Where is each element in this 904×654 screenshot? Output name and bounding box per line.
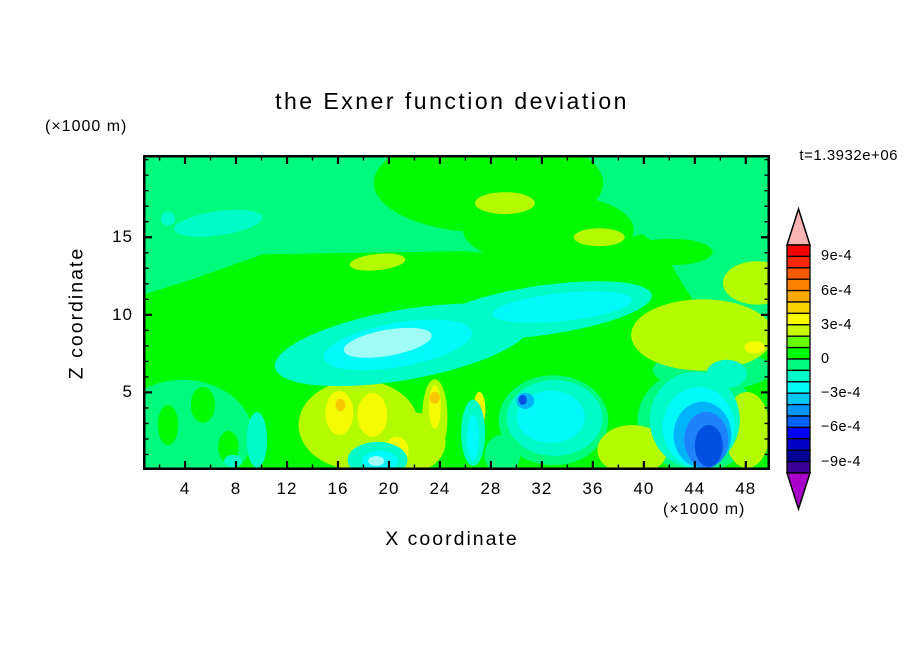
colorbar-cell <box>786 392 811 406</box>
colorbar-tick-label: 9e-4 <box>821 248 853 265</box>
colorbar-cell <box>786 267 811 280</box>
colorbar-cell <box>786 381 811 394</box>
contour-feature-aqua <box>161 211 175 226</box>
colorbar-cell <box>786 244 811 258</box>
colorbar-cell <box>786 415 811 429</box>
contour-feature-royal <box>518 394 527 405</box>
colorbar-tick-label: 3e-4 <box>821 316 853 333</box>
colorbar-cell <box>786 460 811 474</box>
x-tick-label: 36 <box>582 479 604 498</box>
colorbar-cell <box>786 278 811 292</box>
colorbar-cell <box>786 289 811 303</box>
contour-feature-green <box>190 386 215 423</box>
contour-feature-chartreuse <box>597 425 668 470</box>
colorbar-cell <box>786 358 811 372</box>
contour-feature-chartreuse <box>349 253 406 271</box>
contour-feature-chartreuse <box>631 299 770 371</box>
contour-feature-cyan <box>516 390 585 443</box>
z-tick-label: 5 <box>122 382 133 402</box>
z-tick-label: 10 <box>112 304 133 324</box>
colorbar-cell <box>786 312 811 326</box>
x-tick-label: 32 <box>531 479 553 498</box>
contour-feature-cyan <box>467 415 480 461</box>
colorbar-cell <box>786 438 811 451</box>
contour-feature-aqua <box>174 209 263 237</box>
contour-feature-aqua <box>706 359 748 388</box>
x-axis-unit-label: (×1000 m) <box>663 501 746 518</box>
contour-feature-aqua <box>246 412 268 468</box>
colorbar-tick-label: 6e-4 <box>821 282 853 299</box>
contour-feature-aqua <box>224 454 242 468</box>
x-tick-label: 20 <box>378 479 400 498</box>
colorbar-tick-label: −3e-4 <box>821 385 861 402</box>
colorbar-cell <box>786 449 811 463</box>
colorbar-cell <box>786 426 811 440</box>
x-axis-title: X coordinate <box>385 528 519 550</box>
x-tick-label: 44 <box>684 479 706 498</box>
contour-feature-green <box>628 238 713 266</box>
time-annotation: t=1.3932e+06 <box>799 147 898 164</box>
plot-frame <box>143 155 770 470</box>
colorbar <box>785 206 812 512</box>
colorbar-over-arrow <box>785 206 812 246</box>
z-tick-label: 15 <box>112 227 133 247</box>
contour-feature-yellow <box>744 341 765 354</box>
colorbar-tick-label: −9e-4 <box>821 453 861 470</box>
x-tick-label: 8 <box>230 479 242 498</box>
contour-feature-pale <box>343 327 432 358</box>
x-tick-label: 40 <box>633 479 655 498</box>
colorbar-cell <box>786 324 811 337</box>
contour-feature-yellow <box>357 392 388 437</box>
colorbar-tick-label: 0 <box>821 351 830 367</box>
colorbar-cell <box>786 346 811 360</box>
z-axis-title: Z coordinate <box>65 246 88 380</box>
contour-feature-yellow <box>325 390 354 435</box>
contour-feature-yellow <box>428 385 441 429</box>
colorbar-cell <box>786 369 811 383</box>
x-tick-label: 28 <box>480 479 502 498</box>
colorbar-cell <box>786 255 811 269</box>
contour-plot <box>143 155 770 470</box>
contour-feature-chartreuse <box>573 228 625 247</box>
x-tick-label: 24 <box>429 479 451 498</box>
colorbar-under-arrow <box>785 472 812 512</box>
colorbar-cell <box>786 403 811 417</box>
colorbar-cell <box>786 335 811 349</box>
x-tick-label: 16 <box>327 479 349 498</box>
contour-feature-chartreuse <box>722 261 770 305</box>
x-tick-label: 48 <box>735 479 757 498</box>
colorbar-tick-label: −6e-4 <box>821 419 861 436</box>
contour-feature-gold <box>429 391 440 404</box>
chart-title: the Exner function deviation <box>275 88 629 114</box>
contour-feature-chartreuse <box>475 192 535 215</box>
contour-feature-pale <box>368 456 385 466</box>
colorbar-cell <box>786 301 811 315</box>
contour-feature-cyan <box>492 291 633 323</box>
x-tick-label: 4 <box>179 479 191 498</box>
contour-feature-gold <box>335 398 346 412</box>
z-axis-unit-label: (×1000 m) <box>45 118 128 135</box>
contour-feature-green <box>157 404 179 446</box>
contour-feature-royal <box>694 425 723 467</box>
x-tick-label: 12 <box>276 479 298 498</box>
